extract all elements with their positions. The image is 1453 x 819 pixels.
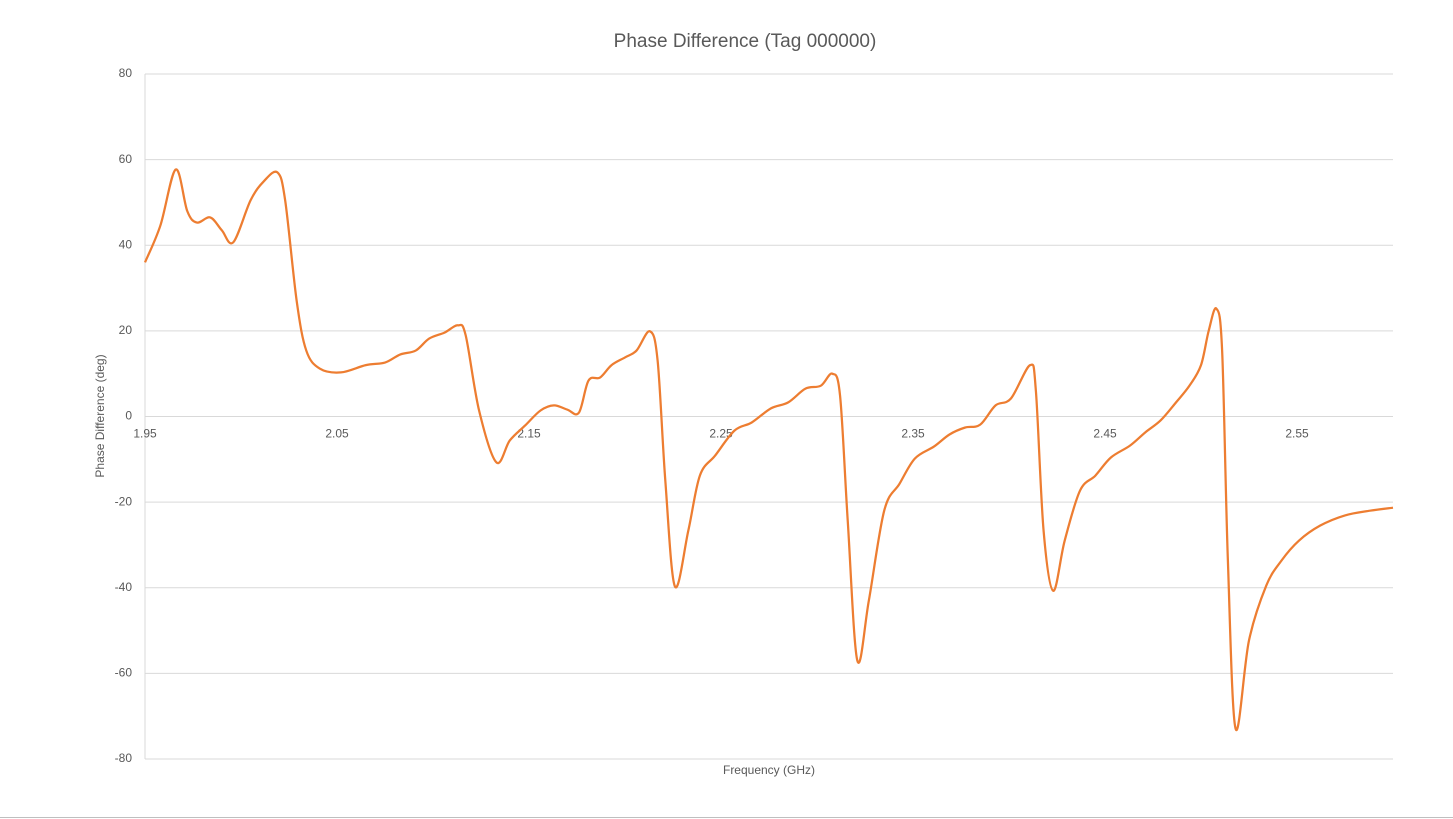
- x-tick-label: 2.15: [517, 427, 541, 441]
- y-tick-label: 20: [119, 323, 133, 337]
- y-tick-label: 40: [119, 237, 133, 251]
- y-tick-label: -20: [115, 494, 133, 508]
- y-axis-label: Phase Difference (deg): [93, 354, 107, 477]
- x-tick-label: 2.35: [901, 427, 925, 441]
- x-tick-label: 2.45: [1093, 427, 1117, 441]
- y-tick-label: -60: [115, 666, 133, 680]
- x-tick-label: 2.55: [1285, 427, 1309, 441]
- chart-title: Phase Difference (Tag 000000): [614, 31, 877, 52]
- x-tick-label: 2.25: [709, 427, 733, 441]
- y-tick-label: 0: [125, 409, 132, 423]
- x-tick-label: 2.05: [325, 427, 349, 441]
- y-tick-label: 80: [119, 66, 133, 80]
- x-axis-label: Frequency (GHz): [723, 763, 815, 777]
- y-tick-label: 60: [119, 152, 133, 166]
- y-tick-label: -40: [115, 580, 133, 594]
- data-line: [143, 168, 1394, 732]
- x-tick-label: 1.95: [133, 427, 157, 441]
- y-tick-label: -80: [115, 751, 133, 765]
